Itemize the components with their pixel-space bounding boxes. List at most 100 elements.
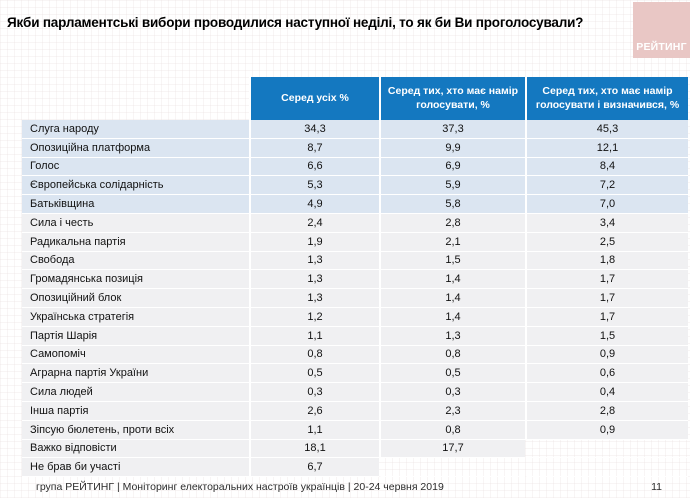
party-name: Партія Шарія	[22, 326, 249, 346]
party-name: Батьківщина	[22, 195, 249, 214]
party-name: Важко відповісти	[22, 439, 249, 459]
value-cell: 1,1	[249, 420, 379, 440]
table-row: Опозиційна платформа 8,7 9,9 12,1	[22, 138, 688, 158]
table-row: Важко відповісти 18,1 17,7	[22, 439, 688, 459]
table-row: Голос 6,6 6,9 8,4	[22, 157, 688, 177]
value-cell: 1,7	[525, 289, 688, 308]
value-cell: 12,1	[525, 138, 688, 158]
table-row: Українська стратегія 1,2 1,4 1,7	[22, 307, 688, 327]
table-row: Інша партія 2,6 2,3 2,8	[22, 401, 688, 421]
value-cell: 2,6	[249, 401, 379, 421]
value-cell	[379, 458, 525, 478]
table-row: Сила і честь 2,4 2,8 3,4	[22, 213, 688, 233]
value-cell: 0,5	[379, 364, 525, 384]
value-cell	[525, 440, 688, 459]
footer-source: група РЕЙТИНГ | Моніторинг електоральних…	[36, 481, 444, 493]
value-cell: 5,3	[249, 176, 379, 196]
party-name: Інша партія	[22, 401, 249, 421]
page-number: 11	[651, 481, 662, 493]
party-name: Радикальна партія	[22, 232, 249, 252]
value-cell: 17,7	[379, 439, 525, 459]
value-cell: 1,5	[525, 326, 688, 346]
value-cell: 2,8	[379, 213, 525, 233]
party-name: Сила і честь	[22, 213, 249, 233]
table-row: Слуга народу 34,3 37,3 45,3	[22, 120, 688, 139]
value-cell: 0,4	[525, 383, 688, 402]
value-cell: 5,9	[379, 176, 525, 196]
value-cell: 9,9	[379, 138, 525, 158]
table-row: Опозиційний блок 1,3 1,4 1,7	[22, 289, 688, 308]
value-cell: 1,2	[249, 307, 379, 327]
value-cell: 7,2	[525, 176, 688, 196]
value-cell: 1,3	[249, 270, 379, 290]
table-row: Радикальна партія 1,9 2,1 2,5	[22, 232, 688, 252]
table-row: Самопоміч 0,8 0,8 0,9	[22, 345, 688, 365]
value-cell: 1,1	[249, 326, 379, 346]
value-cell: 5,8	[379, 195, 525, 214]
value-cell: 2,3	[379, 401, 525, 421]
party-name: Голос	[22, 157, 249, 177]
table-body: Слуга народу 34,3 37,3 45,3 Опозиційна платф…	[22, 120, 688, 478]
value-cell: 1,3	[379, 326, 525, 346]
table-row: Батьківщина 4,9 5,8 7,0	[22, 195, 688, 214]
table-row: Свобода 1,3 1,5 1,8	[22, 251, 688, 271]
party-name: Опозиційний блок	[22, 289, 249, 308]
value-cell: 0,9	[525, 345, 688, 365]
value-cell: 2,8	[525, 401, 688, 421]
value-cell: 0,3	[379, 383, 525, 402]
table-row: Не брав би участі 6,7	[22, 458, 688, 478]
value-cell: 7,0	[525, 195, 688, 214]
party-name: Європейська солідарність	[22, 176, 249, 196]
value-cell: 0,8	[249, 345, 379, 365]
party-name: Громадянська позиція	[22, 270, 249, 290]
party-name: Не брав би участі	[22, 458, 249, 478]
value-cell: 0,6	[525, 364, 688, 384]
value-cell: 8,4	[525, 157, 688, 177]
value-cell: 0,5	[249, 364, 379, 384]
value-cell: 1,7	[525, 270, 688, 290]
table-row: Європейська солідарність 5,3 5,9 7,2	[22, 176, 688, 196]
column-header-among-all: Серед усіх %	[249, 77, 379, 120]
table-header-row: Серед усіх % Серед тих, хто має намір го…	[22, 77, 688, 120]
table-row: Сила людей 0,3 0,3 0,4	[22, 383, 688, 402]
party-name: Опозиційна платформа	[22, 138, 249, 158]
value-cell: 1,3	[249, 289, 379, 308]
value-cell: 18,1	[249, 439, 379, 459]
value-cell: 6,6	[249, 157, 379, 177]
value-cell: 2,5	[525, 232, 688, 252]
page-title: Якби парламентські вибори проводилися на…	[7, 15, 584, 30]
value-cell: 0,9	[525, 420, 688, 440]
rating-logo-text: РЕЙТИНГ	[636, 41, 687, 53]
party-name: Свобода	[22, 251, 249, 271]
value-cell: 1,4	[379, 307, 525, 327]
column-header-intend-to-vote: Серед тих, хто має намір голосувати, %	[379, 77, 525, 120]
rating-logo: РЕЙТИНГ	[633, 2, 690, 58]
party-name: Сила людей	[22, 383, 249, 402]
header-spacer	[22, 77, 249, 120]
party-name: Самопоміч	[22, 345, 249, 365]
table-row: Громадянська позиція 1,3 1,4 1,7	[22, 270, 688, 290]
value-cell: 34,3	[249, 120, 379, 139]
table-row: Аграрна партія України 0,5 0,5 0,6	[22, 364, 688, 384]
value-cell: 0,8	[379, 420, 525, 440]
value-cell: 3,4	[525, 213, 688, 233]
value-cell: 6,7	[249, 458, 379, 478]
party-name: Українська стратегія	[22, 307, 249, 327]
value-cell	[525, 458, 688, 478]
party-name: Аграрна партія України	[22, 364, 249, 384]
value-cell: 0,8	[379, 345, 525, 365]
value-cell: 2,4	[249, 213, 379, 233]
value-cell: 2,1	[379, 232, 525, 252]
poll-results-table: Серед усіх % Серед тих, хто має намір го…	[22, 77, 688, 478]
value-cell: 45,3	[525, 120, 688, 139]
value-cell: 8,7	[249, 138, 379, 158]
value-cell: 6,9	[379, 157, 525, 177]
value-cell: 1,3	[249, 251, 379, 271]
value-cell: 37,3	[379, 120, 525, 139]
value-cell: 1,5	[379, 251, 525, 271]
value-cell: 1,7	[525, 307, 688, 327]
party-name: Слуга народу	[22, 120, 249, 139]
value-cell: 1,4	[379, 270, 525, 290]
value-cell: 4,9	[249, 195, 379, 214]
